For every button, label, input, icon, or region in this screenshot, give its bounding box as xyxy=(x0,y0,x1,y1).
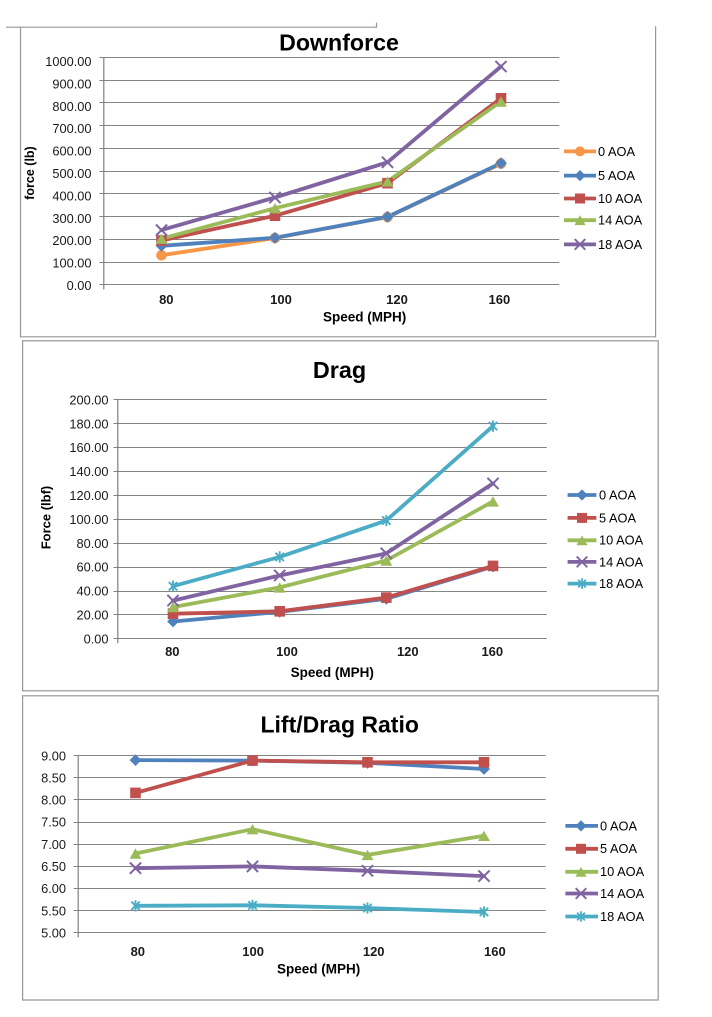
svg-text:0 AOA: 0 AOA xyxy=(599,487,636,502)
svg-text:10 AOA: 10 AOA xyxy=(598,191,643,206)
svg-text:6.50: 6.50 xyxy=(41,859,66,874)
svg-text:100.00: 100.00 xyxy=(52,256,91,271)
svg-text:20.00: 20.00 xyxy=(76,608,108,623)
svg-text:500.00: 500.00 xyxy=(52,166,91,181)
svg-text:80: 80 xyxy=(165,644,179,659)
svg-text:14 AOA: 14 AOA xyxy=(598,213,643,228)
svg-text:8.00: 8.00 xyxy=(41,793,66,808)
svg-text:14 AOA: 14 AOA xyxy=(600,886,645,901)
svg-text:160: 160 xyxy=(481,644,503,659)
svg-text:40.00: 40.00 xyxy=(76,584,108,599)
svg-text:7.00: 7.00 xyxy=(41,837,66,852)
svg-text:18 AOA: 18 AOA xyxy=(599,576,644,591)
svg-text:0.00: 0.00 xyxy=(84,631,109,646)
svg-text:Force (lbf): Force (lbf) xyxy=(39,486,54,550)
svg-text:80: 80 xyxy=(159,292,173,307)
svg-text:18 AOA: 18 AOA xyxy=(598,237,643,252)
svg-text:0 AOA: 0 AOA xyxy=(598,144,635,159)
svg-text:300.00: 300.00 xyxy=(52,211,91,226)
svg-text:10 AOA: 10 AOA xyxy=(599,533,644,548)
svg-text:6.00: 6.00 xyxy=(41,881,66,896)
svg-text:800.00: 800.00 xyxy=(52,99,91,114)
svg-text:Downforce: Downforce xyxy=(279,29,399,55)
svg-text:700.00: 700.00 xyxy=(52,121,91,136)
svg-text:100.00: 100.00 xyxy=(69,512,108,527)
svg-text:120: 120 xyxy=(397,644,419,659)
svg-text:60.00: 60.00 xyxy=(76,560,108,575)
svg-text:100: 100 xyxy=(270,292,292,307)
svg-text:8.50: 8.50 xyxy=(41,770,66,785)
svg-text:14 AOA: 14 AOA xyxy=(599,554,644,569)
svg-text:120: 120 xyxy=(386,292,408,307)
svg-text:160: 160 xyxy=(484,944,506,959)
svg-text:Speed (MPH): Speed (MPH) xyxy=(277,962,360,977)
svg-text:Drag: Drag xyxy=(313,357,366,383)
svg-text:0.00: 0.00 xyxy=(67,278,92,293)
svg-text:100: 100 xyxy=(242,944,264,959)
svg-text:160: 160 xyxy=(489,292,511,307)
svg-text:Speed (MPH): Speed (MPH) xyxy=(323,310,406,325)
svg-text:100: 100 xyxy=(276,644,298,659)
svg-text:5.50: 5.50 xyxy=(41,903,66,918)
svg-text:160.00: 160.00 xyxy=(69,440,108,455)
svg-text:9.00: 9.00 xyxy=(41,748,66,763)
svg-text:120: 120 xyxy=(363,944,385,959)
svg-text:400.00: 400.00 xyxy=(52,188,91,203)
svg-text:18 AOA: 18 AOA xyxy=(600,909,645,924)
svg-text:5.00: 5.00 xyxy=(41,925,66,940)
svg-text:1000.00: 1000.00 xyxy=(45,54,91,69)
svg-text:200.00: 200.00 xyxy=(69,392,108,407)
svg-text:Speed (MPH): Speed (MPH) xyxy=(291,665,374,680)
svg-text:600.00: 600.00 xyxy=(52,144,91,159)
svg-text:80.00: 80.00 xyxy=(76,536,108,551)
svg-text:Lift/Drag Ratio: Lift/Drag Ratio xyxy=(260,712,418,738)
svg-text:120.00: 120.00 xyxy=(69,488,108,503)
svg-text:force (lb): force (lb) xyxy=(23,146,37,199)
svg-text:140.00: 140.00 xyxy=(69,464,108,479)
svg-text:5 AOA: 5 AOA xyxy=(600,841,637,856)
svg-text:5 AOA: 5 AOA xyxy=(599,510,636,525)
svg-text:10 AOA: 10 AOA xyxy=(600,864,645,879)
svg-text:200.00: 200.00 xyxy=(52,233,91,248)
svg-text:0 AOA: 0 AOA xyxy=(600,818,637,833)
svg-text:7.50: 7.50 xyxy=(41,815,66,830)
svg-text:180.00: 180.00 xyxy=(69,416,108,431)
svg-text:80: 80 xyxy=(131,944,145,959)
svg-text:5 AOA: 5 AOA xyxy=(598,168,635,183)
svg-text:900.00: 900.00 xyxy=(52,76,91,91)
